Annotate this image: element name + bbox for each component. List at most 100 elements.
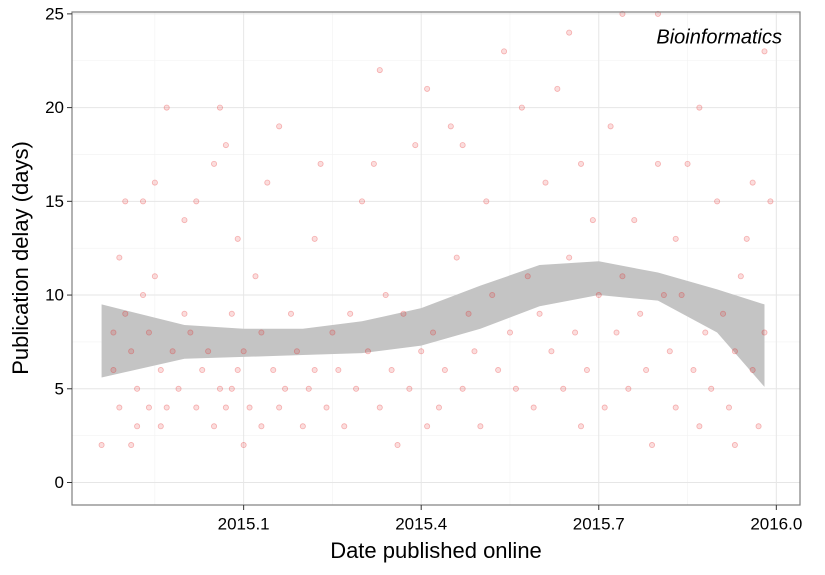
point xyxy=(228,385,235,392)
point xyxy=(424,85,431,92)
point xyxy=(666,348,673,355)
y-tick-label: 15 xyxy=(45,192,64,211)
point xyxy=(589,217,596,224)
point xyxy=(755,423,762,430)
point xyxy=(678,292,685,299)
point xyxy=(353,385,360,392)
point xyxy=(731,442,738,449)
point xyxy=(459,385,466,392)
point xyxy=(293,348,300,355)
point xyxy=(512,385,519,392)
x-tick-label: 2015.4 xyxy=(395,514,447,533)
point xyxy=(140,198,147,205)
point xyxy=(151,273,158,280)
point xyxy=(483,198,490,205)
point xyxy=(193,198,200,205)
point xyxy=(287,310,294,317)
point xyxy=(720,310,727,317)
point xyxy=(211,423,218,430)
y-axis-title: Publication delay (days) xyxy=(8,141,33,375)
point xyxy=(435,404,442,411)
point xyxy=(282,385,289,392)
point xyxy=(341,423,348,430)
point xyxy=(477,423,484,430)
point xyxy=(151,179,158,186)
point xyxy=(394,442,401,449)
point xyxy=(536,310,543,317)
point xyxy=(299,423,306,430)
point xyxy=(205,348,212,355)
point xyxy=(364,348,371,355)
point xyxy=(643,367,650,374)
point xyxy=(98,442,105,449)
point xyxy=(749,367,756,374)
point xyxy=(234,367,241,374)
point xyxy=(110,367,117,374)
point xyxy=(370,160,377,167)
point xyxy=(761,48,768,55)
point xyxy=(607,123,614,130)
point xyxy=(122,198,129,205)
point xyxy=(193,404,200,411)
point xyxy=(329,329,336,336)
point xyxy=(305,385,312,392)
point xyxy=(725,404,732,411)
point xyxy=(660,292,667,299)
point xyxy=(258,423,265,430)
point xyxy=(347,310,354,317)
point xyxy=(175,385,182,392)
point xyxy=(578,423,585,430)
point xyxy=(649,442,656,449)
point xyxy=(412,142,419,149)
point xyxy=(110,329,117,336)
point xyxy=(548,348,555,355)
x-tick-label: 2015.1 xyxy=(218,514,270,533)
point xyxy=(654,160,661,167)
point xyxy=(459,142,466,149)
point xyxy=(169,348,176,355)
point xyxy=(276,404,283,411)
point xyxy=(211,160,218,167)
point xyxy=(216,385,223,392)
point xyxy=(453,254,460,261)
point xyxy=(400,310,407,317)
point xyxy=(702,329,709,336)
point xyxy=(767,198,774,205)
point xyxy=(376,404,383,411)
point xyxy=(501,48,508,55)
point xyxy=(737,273,744,280)
y-tick-label: 5 xyxy=(55,379,64,398)
point xyxy=(359,198,366,205)
point xyxy=(696,104,703,111)
point xyxy=(595,292,602,299)
point xyxy=(240,348,247,355)
point xyxy=(181,310,188,317)
point xyxy=(388,367,395,374)
point xyxy=(447,123,454,130)
point xyxy=(376,67,383,74)
x-axis-title: Date published online xyxy=(330,538,542,563)
point xyxy=(572,329,579,336)
point xyxy=(708,385,715,392)
point xyxy=(578,160,585,167)
point xyxy=(530,404,537,411)
y-tick-label: 10 xyxy=(45,286,64,305)
point xyxy=(145,329,152,336)
point xyxy=(619,273,626,280)
point xyxy=(506,329,513,336)
point xyxy=(382,292,389,299)
point xyxy=(264,179,271,186)
point xyxy=(583,367,590,374)
point xyxy=(489,292,496,299)
point xyxy=(134,423,141,430)
point xyxy=(163,104,170,111)
point xyxy=(749,179,756,186)
point xyxy=(560,385,567,392)
point xyxy=(495,367,502,374)
point xyxy=(601,404,608,411)
point xyxy=(270,367,277,374)
point xyxy=(637,310,644,317)
point xyxy=(406,385,413,392)
point xyxy=(252,273,259,280)
point xyxy=(116,254,123,261)
